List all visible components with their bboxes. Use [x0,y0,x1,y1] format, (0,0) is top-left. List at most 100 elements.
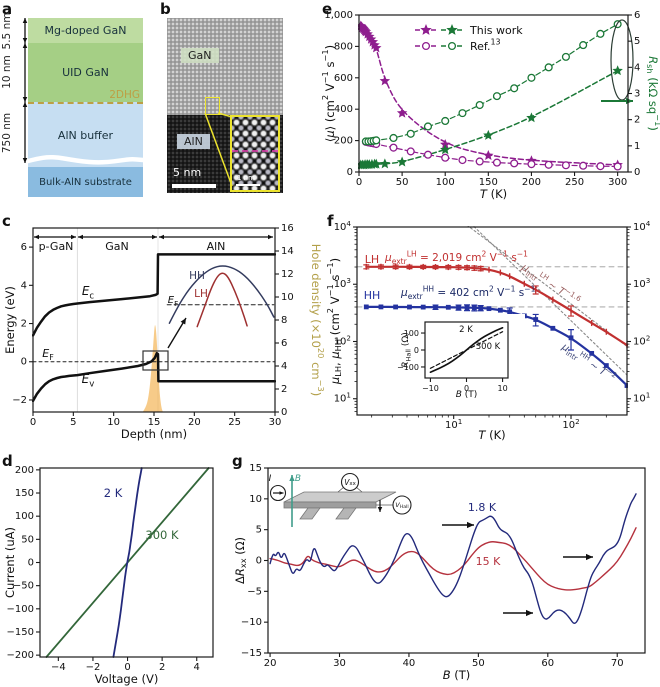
svg-text:300: 300 [608,177,627,188]
svg-text:50: 50 [396,177,409,188]
svg-text:0: 0 [414,346,419,355]
svg-text:250: 250 [565,177,584,188]
svg-text:6: 6 [21,242,27,253]
svg-text:RHall (Ω): RHall (Ω) [401,332,413,367]
panel-letter-d: d [2,452,13,470]
svg-text:4: 4 [634,62,640,73]
svg-text:101: 101 [633,390,650,404]
svg-text:VHall: VHall [395,501,408,509]
svg-text:600: 600 [334,72,353,83]
svg-text:4: 4 [281,361,287,372]
svg-text:0: 0 [634,167,640,178]
svg-text:Ec: Ec [82,284,95,301]
svg-text:−4: −4 [51,662,66,673]
svg-text:AlN: AlN [207,240,226,253]
svg-text:0: 0 [356,177,362,188]
svg-text:4: 4 [194,662,200,673]
svg-text:−200: −200 [7,650,34,661]
svg-text:6: 6 [281,338,287,349]
svg-text:40: 40 [403,658,416,669]
svg-text:104: 104 [334,218,352,232]
svg-text:0: 0 [30,417,36,428]
svg-text:p-GaN: p-GaN [39,240,74,253]
svg-text:EF: EF [168,295,178,308]
svg-text:B (T): B (T) [443,668,471,682]
chart-adims [22,18,28,163]
svg-text:150: 150 [15,488,34,499]
svg-text:3: 3 [634,88,640,99]
svg-text:400: 400 [334,104,353,115]
svg-text:Current (uA): Current (uA) [3,527,17,598]
svg-text:0: 0 [464,384,469,393]
tem-zoom-box [205,97,220,115]
layer-label: UID GaN [62,66,109,79]
svg-text:100: 100 [436,177,455,188]
tem-image: GaN AlN 1 nm 5 nm [167,18,283,193]
chart-blines [204,112,233,187]
svg-text:10: 10 [107,417,120,428]
svg-text:⟨μ⟩ (cm2 V−1 s−1): ⟨μ⟩ (cm2 V−1 s−1) [320,45,337,142]
svg-text:4: 4 [21,280,27,291]
tem-inset-scalebar-label: 1 nm [237,174,255,182]
svg-text:−50: −50 [13,580,34,591]
svg-text:300 K: 300 K [145,528,179,542]
svg-text:I: I [269,474,272,484]
svg-text:−100: −100 [7,603,34,614]
svg-text:−2: −2 [86,662,101,673]
svg-text:Vxx: Vxx [344,478,356,488]
svg-text:101: 101 [334,390,351,404]
svg-text:150: 150 [479,177,498,188]
tem-interface-line [232,149,278,152]
svg-text:14: 14 [281,246,294,257]
svg-text:Depth (nm): Depth (nm) [121,427,187,441]
layer-label: Mg-doped GaN [44,24,127,37]
svg-text:This work: This work [469,24,523,37]
svg-text:−2: −2 [12,394,27,405]
tem-gan-label: GaN [181,48,219,63]
tem-scalebar-label: 5 nm [173,166,202,179]
svg-text:10: 10 [281,292,294,303]
svg-text:0: 0 [347,167,353,178]
svg-text:−15: −15 [241,648,262,659]
svg-text:T (K): T (K) [480,187,507,201]
svg-text:2 K: 2 K [459,325,473,335]
dim-label-10nm: 10 nm [1,55,13,89]
svg-text:200: 200 [522,177,541,188]
svg-text:101: 101 [445,416,462,431]
svg-text:Ev: Ev [82,372,95,389]
svg-text:70: 70 [611,658,624,669]
svg-text:0: 0 [281,407,287,418]
svg-text:2: 2 [21,318,27,329]
svg-text:20: 20 [264,658,277,669]
layer-mg-doped-gan: Mg-doped GaN [28,18,143,43]
svg-text:30: 30 [269,417,282,428]
svg-text:Voltage (V): Voltage (V) [95,672,159,686]
svg-text:1: 1 [634,140,640,151]
layer-label: Bulk-AlN substrate [39,176,132,188]
2dhg-label: 2DHG [109,89,140,101]
svg-text:0: 0 [256,555,262,566]
svg-text:Rsh (kΩ sq−1): Rsh (kΩ sq−1) [645,56,660,131]
dim-label-750nm: 750 nm [1,112,13,154]
panel-letter-b: b [160,0,171,18]
svg-text:200: 200 [15,464,34,475]
svg-text:10: 10 [249,493,262,504]
svg-text:0: 0 [28,557,34,568]
svg-text:15: 15 [148,417,161,428]
svg-text:LH: LH [194,288,208,300]
svg-text:200: 200 [334,135,353,146]
svg-text:−10: −10 [422,384,439,393]
svg-text:800: 800 [334,41,353,52]
svg-text:T (K): T (K) [478,428,505,442]
svg-text:μextrHH = 402 cm2 V−1 s−1: μextrHH = 402 cm2 V−1 s−1 [400,284,536,300]
tem-aln-label: AlN [177,134,210,149]
svg-text:100: 100 [404,329,419,338]
svg-text:HH: HH [189,270,205,282]
svg-text:5: 5 [70,417,76,428]
chart-f: LH μextrLH = 2,019 cm2 V−1 s−1 HH μextrHH =… [325,218,651,442]
svg-text:1,000: 1,000 [324,10,353,21]
layer-uid-gan: UID GaN [28,43,143,102]
